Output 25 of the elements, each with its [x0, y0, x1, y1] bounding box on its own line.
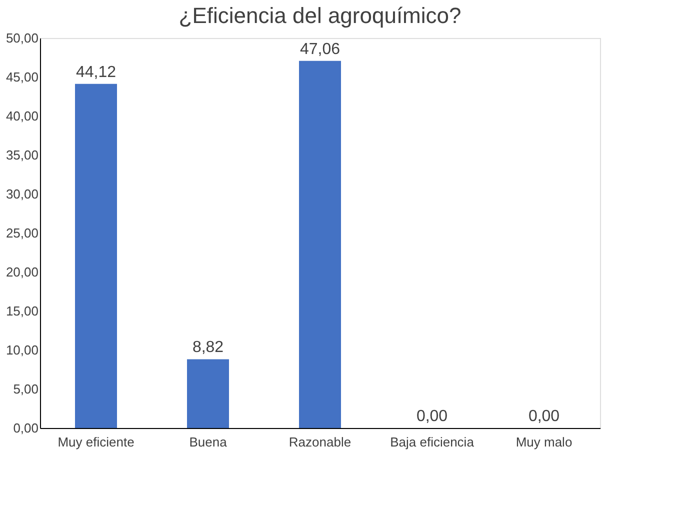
y-tick-label: 25,00: [6, 226, 38, 240]
y-tick-label: 5,00: [13, 382, 38, 396]
y-tick-label: 50,00: [6, 30, 38, 46]
bar: [299, 60, 341, 428]
y-tick-label: 20,00: [6, 264, 38, 280]
x-tick-label: Baja eficiencia: [390, 434, 475, 450]
x-tick-label: Muy eficiente: [58, 434, 134, 450]
x-tick-label: Muy malo: [516, 434, 572, 450]
y-tick-label: 45,00: [6, 70, 38, 84]
y-tick-label: 0,00: [13, 420, 38, 436]
chart-title: ¿Eficiencia del agroquímico?: [178, 3, 462, 28]
bar: [187, 359, 229, 428]
y-tick-label: 35,00: [6, 148, 38, 162]
data-label: 0,00: [416, 408, 448, 425]
y-tick-label: 40,00: [6, 108, 38, 124]
data-label: 8,82: [192, 339, 224, 356]
y-tick-label: 15,00: [6, 304, 38, 318]
data-label: 47,06: [300, 40, 340, 58]
data-label: 0,00: [528, 408, 560, 425]
bar: [75, 84, 117, 428]
x-tick-label: Buena: [189, 434, 228, 450]
y-tick-label: 30,00: [6, 186, 38, 202]
x-tick-label: Razonable: [288, 434, 352, 450]
data-label: 44,12: [76, 64, 116, 81]
y-tick-label: 10,00: [6, 342, 38, 358]
